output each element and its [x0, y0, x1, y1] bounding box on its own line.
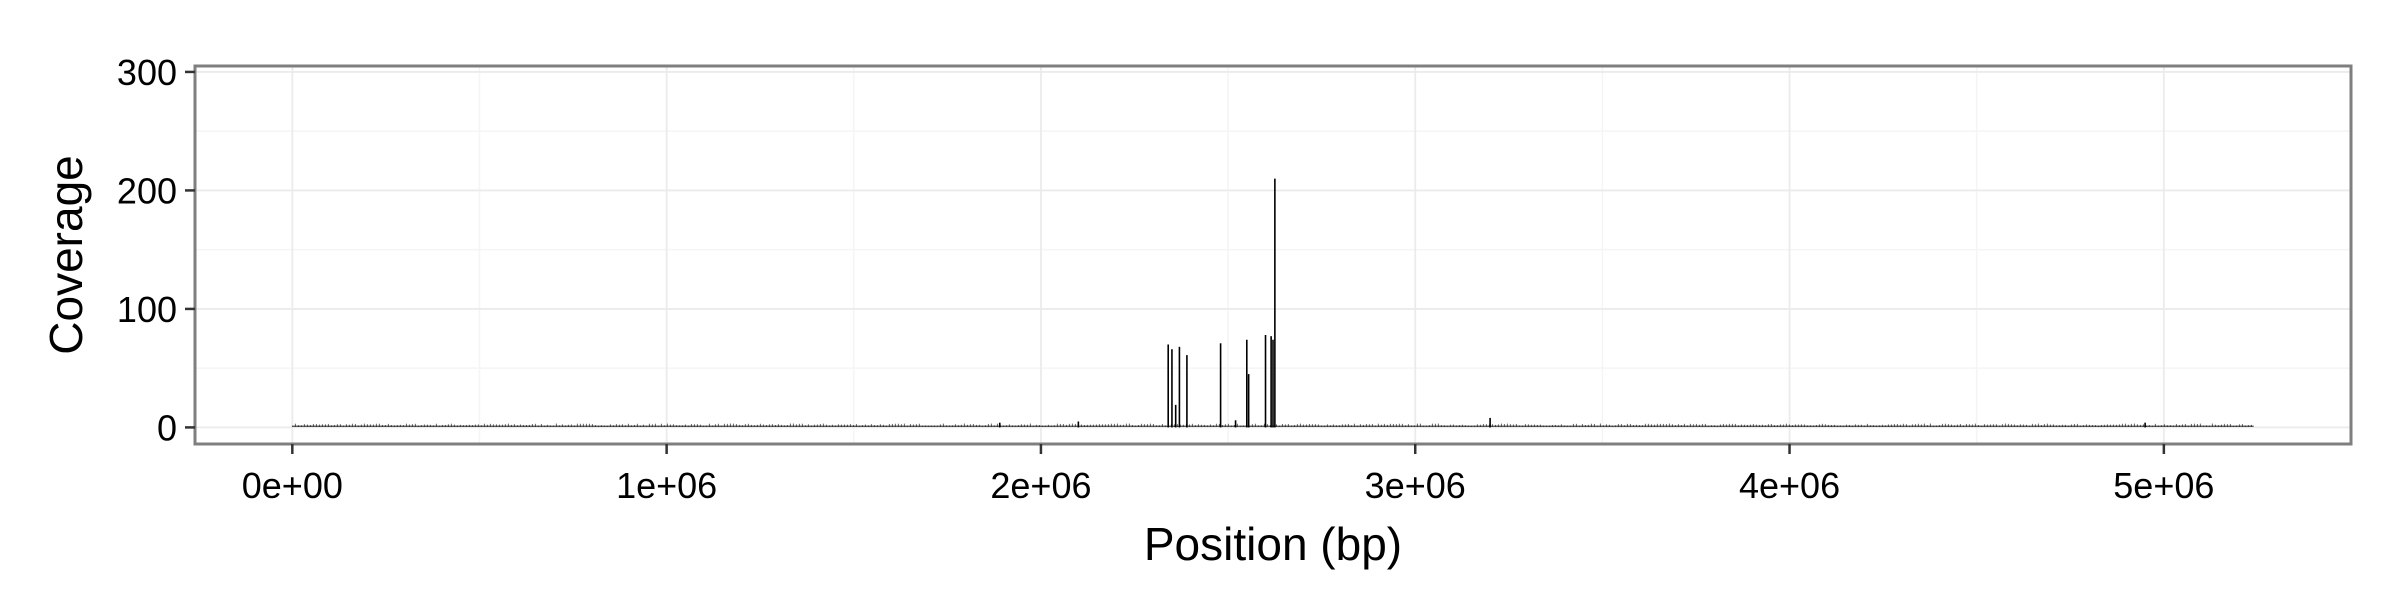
- plot-panel-border: [193, 64, 2353, 446]
- x-axis: 0e+00 1e+06 2e+06 3e+06 4e+06 5e+06: [242, 444, 2214, 506]
- y-tick-label: 100: [117, 289, 177, 330]
- x-tick-label: 1e+06: [616, 465, 717, 506]
- x-axis-title: Position (bp): [1144, 518, 1402, 570]
- x-tick-label: 2e+06: [990, 465, 1091, 506]
- coverage-spikes: [998, 178, 2146, 428]
- x-tick-label: 4e+06: [1739, 465, 1840, 506]
- y-tick-label: 0: [157, 407, 177, 448]
- coverage-baseline: [291, 423, 2254, 427]
- x-tick-label: 0e+00: [242, 465, 343, 506]
- y-tick-label: 300: [117, 52, 177, 93]
- y-axis: 0 100 200 300: [117, 52, 195, 448]
- x-tick-label: 5e+06: [2113, 465, 2214, 506]
- major-grid: [195, 66, 2351, 444]
- x-tick-label: 3e+06: [1365, 465, 1466, 506]
- y-tick-label: 200: [117, 170, 177, 211]
- y-axis-title: Coverage: [40, 155, 92, 354]
